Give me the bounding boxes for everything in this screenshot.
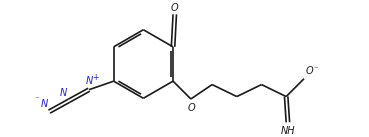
Text: +: +	[93, 73, 99, 82]
Text: N: N	[40, 99, 48, 109]
Text: O: O	[171, 3, 179, 13]
Text: NH: NH	[280, 126, 295, 136]
Text: N: N	[85, 76, 93, 86]
Text: N: N	[60, 88, 68, 98]
Text: O: O	[306, 66, 313, 76]
Text: ⁻: ⁻	[35, 95, 39, 104]
Text: O: O	[188, 103, 195, 113]
Text: ⁻: ⁻	[313, 66, 318, 75]
